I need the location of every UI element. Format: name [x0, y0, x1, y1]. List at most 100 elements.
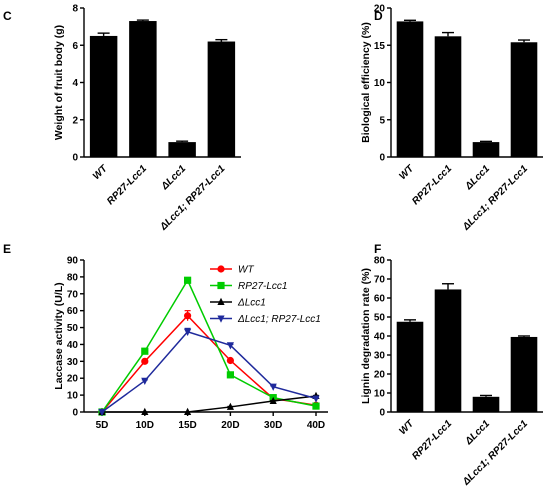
y-tick-label: 15 [374, 41, 386, 52]
y-tick-label: 10 [67, 391, 79, 402]
y-tick-label: 5 [379, 115, 385, 126]
series-line [101, 314, 317, 413]
y-tick-label: 30 [67, 357, 79, 368]
y-tick-label: 80 [67, 272, 79, 283]
data-point [226, 342, 234, 350]
data-point [217, 265, 225, 273]
x-category-label: WT [397, 163, 416, 182]
y-tick-label: 40 [67, 340, 79, 351]
data-point [217, 281, 225, 290]
x-category-label: ΔLcc1; RP27-Lcc1 [158, 163, 228, 233]
bar [129, 21, 157, 157]
y-axis-title: Lignin degradation rate (%) [360, 268, 372, 404]
bar [396, 321, 424, 412]
data-point [184, 276, 192, 284]
y-tick-label: 40 [374, 332, 386, 343]
x-category-label: RP27-Lcc1 [410, 418, 454, 462]
y-tick-label: 20 [374, 370, 386, 381]
x-tick-label: 15D [178, 420, 196, 431]
x-category-label: ΔLcc1 [463, 163, 493, 193]
y-axis-title: Laccase activity (U/L) [53, 282, 65, 389]
y-tick-label: 20 [374, 4, 386, 15]
panel-e: E 0 10 20 30 40 50 60 70 80 90 Laccase activity (U/… [3, 242, 328, 431]
x-category-label: ΔLcc1 [463, 418, 493, 448]
panel-letter: C [3, 9, 12, 23]
y-tick-label: 10 [374, 389, 386, 400]
data-point [217, 297, 225, 305]
bar [168, 142, 196, 157]
data-point [141, 357, 149, 365]
data-point [217, 315, 225, 323]
bar [472, 142, 500, 157]
y-tick-label: 20 [67, 374, 79, 385]
data-point [312, 402, 320, 410]
data-point [98, 409, 106, 417]
legend-label: RP27-Lcc1 [238, 281, 287, 292]
data-point [141, 377, 149, 385]
y-tick-label: 2 [72, 115, 78, 126]
bar [510, 42, 538, 157]
y-tick-label: 0 [72, 408, 78, 419]
panel-c: C 0 2 4 6 8 Weight of fruit body (g) WTRP27-Lcc… [3, 4, 241, 233]
data-point [184, 328, 192, 336]
legend-label: ΔLcc1; RP27-Lcc1 [237, 314, 321, 325]
y-tick-label: 60 [374, 294, 386, 305]
legend-label: ΔLcc1 [237, 298, 266, 309]
x-category-label: RP27-Lcc1 [410, 163, 454, 207]
y-axis-title: Weight of fruit body (g) [53, 25, 65, 140]
x-category-label: RP27-Lcc1 [105, 163, 149, 207]
x-category-label: ΔLcc1; RP27-Lcc1 [460, 163, 530, 233]
x-category-label: ΔLcc1 [159, 163, 189, 193]
y-tick-label: 0 [379, 153, 385, 164]
panel-letter: D [374, 9, 383, 23]
x-tick-label: 30D [264, 420, 282, 431]
series-line [101, 330, 317, 413]
data-point [269, 396, 277, 405]
data-point [141, 347, 149, 355]
panel-letter: F [374, 242, 381, 256]
legend-label: WT [238, 265, 254, 276]
data-point [184, 312, 192, 320]
bar [472, 396, 500, 412]
data-point [184, 407, 192, 415]
bar [434, 289, 462, 412]
y-tick-label: 80 [374, 256, 386, 267]
y-tick-label: 70 [67, 289, 79, 300]
y-tick-label: 70 [374, 275, 386, 286]
data-point [226, 356, 234, 365]
data-point [226, 371, 234, 379]
y-tick-label: 6 [72, 41, 78, 52]
bar [89, 35, 118, 157]
data-point [269, 383, 277, 391]
y-tick-label: 90 [67, 256, 79, 267]
y-tick-label: 8 [72, 4, 78, 15]
bar [510, 336, 538, 412]
series-line [102, 395, 317, 413]
y-tick-label: 50 [67, 323, 79, 334]
x-tick-label: 20D [221, 420, 239, 431]
y-tick-label: 0 [72, 153, 78, 164]
data-point [226, 402, 234, 410]
y-tick-label: 4 [72, 78, 78, 89]
x-tick-label: 10D [136, 420, 154, 431]
x-category-label: WT [397, 418, 416, 437]
data-point [312, 395, 320, 403]
panel-letter: E [3, 242, 11, 256]
y-tick-label: 60 [67, 306, 79, 317]
bar [434, 36, 462, 158]
bar [207, 41, 236, 157]
y-tick-label: 10 [374, 78, 386, 89]
x-tick-label: 5D [96, 420, 109, 431]
x-tick-label: 40D [307, 420, 325, 431]
y-tick-label: 30 [374, 351, 386, 362]
y-axis-title: Biological efficiency (%) [360, 22, 372, 143]
y-tick-label: 0 [379, 408, 385, 419]
y-tick-label: 50 [374, 313, 386, 324]
bar [396, 21, 424, 157]
x-category-label: WT [91, 163, 110, 182]
series-line [101, 278, 317, 413]
data-point [141, 407, 149, 415]
